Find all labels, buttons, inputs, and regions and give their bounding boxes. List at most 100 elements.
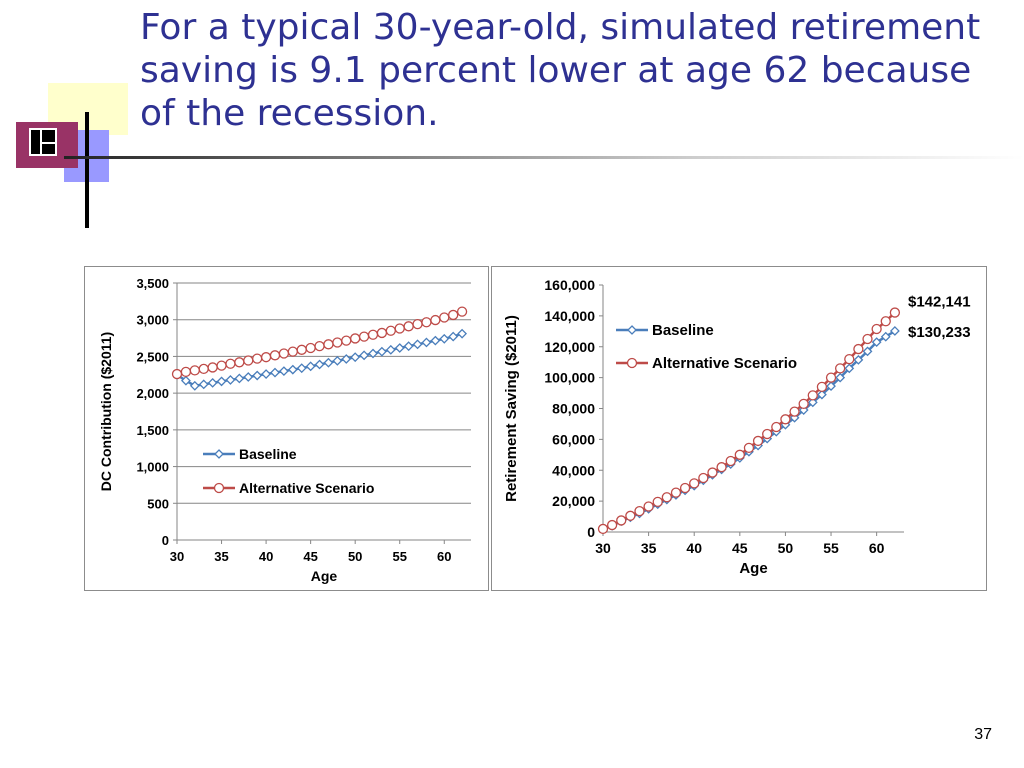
y-tick-label: 0: [587, 524, 595, 540]
x-tick-label: 30: [595, 540, 611, 556]
data-point-alternative: [456, 306, 468, 317]
data-point-baseline: [198, 379, 209, 390]
y-tick-label: 2,500: [136, 349, 169, 364]
data-point-alternative: [689, 478, 700, 489]
data-point-baseline: [270, 367, 280, 378]
legend-label: Baseline: [239, 446, 297, 462]
data-point-alternative: [234, 357, 245, 368]
data-point-alternative: [880, 316, 891, 327]
data-point-alternative: [421, 317, 432, 328]
data-point-alternative: [835, 363, 846, 374]
x-tick-label: 40: [686, 540, 702, 556]
data-point-baseline: [225, 375, 236, 385]
data-point-alternative: [207, 362, 218, 373]
x-axis-title: Age: [739, 560, 767, 577]
data-point-alternative: [225, 358, 236, 369]
data-point-alternative: [716, 462, 727, 473]
data-point-baseline: [243, 372, 254, 382]
data-point-baseline: [180, 375, 191, 386]
legend-label: Alternative Scenario: [652, 355, 797, 372]
data-point-baseline: [844, 363, 855, 374]
data-point-alternative: [707, 467, 718, 478]
legend-label: Alternative Scenario: [239, 480, 374, 496]
data-point-alternative: [287, 346, 298, 357]
data-point-baseline: [826, 381, 836, 392]
data-point-alternative: [698, 472, 709, 484]
data-point-alternative: [844, 353, 855, 365]
data-point-alternative: [367, 329, 379, 340]
data-point-alternative: [171, 368, 183, 380]
data-point-baseline: [287, 364, 298, 375]
dc-contribution-chart-svg: 0 500 1,000 1,500 2,000 2,500 3,000 3,500 30 35 40…: [98, 276, 471, 584]
y-tick-label: 0: [162, 533, 169, 548]
data-point-alternative: [376, 327, 388, 339]
data-point-alternative: [634, 506, 645, 517]
data-point-baseline: [394, 343, 405, 353]
y-axis-title: DC Contribution ($2011): [98, 332, 114, 491]
data-point-alternative: [734, 449, 745, 460]
data-point-alternative: [853, 343, 864, 355]
data-point-alternative: [252, 353, 263, 364]
x-tick-label: 45: [303, 549, 317, 564]
legend-label: Baseline: [652, 322, 714, 339]
data-point-alternative: [198, 363, 209, 375]
data-point-alternative: [216, 360, 227, 371]
legend-marker: [627, 325, 637, 335]
x-tick-label: 60: [437, 549, 451, 564]
decorative-window-icon: [29, 128, 57, 156]
data-point-baseline: [323, 357, 334, 368]
data-point-baseline: [341, 354, 352, 364]
data-point-alternative: [606, 519, 618, 531]
data-point-alternative: [323, 339, 334, 350]
data-point-baseline: [350, 352, 361, 363]
data-point-baseline: [421, 337, 432, 348]
end-value-label: $130,233: [908, 324, 971, 341]
data-point-baseline: [305, 361, 316, 372]
data-point-alternative: [180, 366, 192, 377]
data-point-baseline: [457, 328, 468, 339]
data-point-baseline: [835, 372, 846, 383]
x-tick-label: 55: [823, 540, 839, 556]
x-tick-label: 30: [170, 549, 184, 564]
slide-title: For a typical 30-year-old, simulated ret…: [140, 7, 981, 134]
data-point-alternative: [341, 335, 352, 346]
data-point-baseline: [448, 331, 459, 342]
y-tick-label: 2,000: [136, 386, 169, 401]
data-point-baseline: [216, 376, 227, 387]
y-tick-label: 500: [147, 496, 169, 511]
data-point-baseline: [207, 377, 218, 388]
x-tick-label: 40: [259, 549, 273, 564]
data-point-alternative: [269, 350, 281, 361]
data-point-baseline: [385, 344, 396, 355]
data-point-baseline: [368, 348, 378, 359]
data-point-alternative: [350, 333, 361, 344]
data-point-alternative: [643, 501, 654, 512]
retirement-saving-chart: 0 20,000 40,000 60,000 80,000 100,000 120,000 1…: [491, 266, 987, 591]
retirement-saving-chart-svg: 0 20,000 40,000 60,000 80,000 100,000 120,000 1…: [503, 277, 971, 577]
y-tick-label: 120,000: [544, 339, 595, 355]
data-point-alternative: [789, 406, 800, 417]
y-tick-label: 140,000: [544, 308, 595, 324]
data-point-alternative: [314, 340, 325, 352]
y-tick-label: 20,000: [552, 493, 595, 509]
data-point-alternative: [597, 523, 609, 535]
data-point-alternative: [725, 455, 736, 467]
y-tick-label: 80,000: [552, 401, 595, 417]
data-point-baseline: [359, 350, 370, 361]
data-point-baseline: [252, 370, 263, 381]
y-tick-label: 40,000: [552, 462, 595, 478]
data-point-alternative: [862, 333, 873, 345]
data-point-baseline: [278, 366, 289, 377]
data-point-alternative: [816, 381, 828, 393]
data-point-baseline: [439, 333, 450, 344]
data-point-alternative: [260, 352, 272, 363]
y-tick-label: 60,000: [552, 431, 595, 447]
legend-marker: [213, 482, 225, 494]
data-point-alternative: [798, 398, 809, 410]
series-line-alternative: [602, 311, 896, 531]
data-point-alternative: [889, 307, 901, 318]
data-point-baseline: [376, 346, 387, 357]
y-tick-label: 3,000: [136, 313, 169, 328]
dc-contribution-chart: 0 500 1,000 1,500 2,000 2,500 3,000 3,500 30 35 40…: [84, 266, 489, 591]
data-point-baseline: [261, 369, 272, 379]
